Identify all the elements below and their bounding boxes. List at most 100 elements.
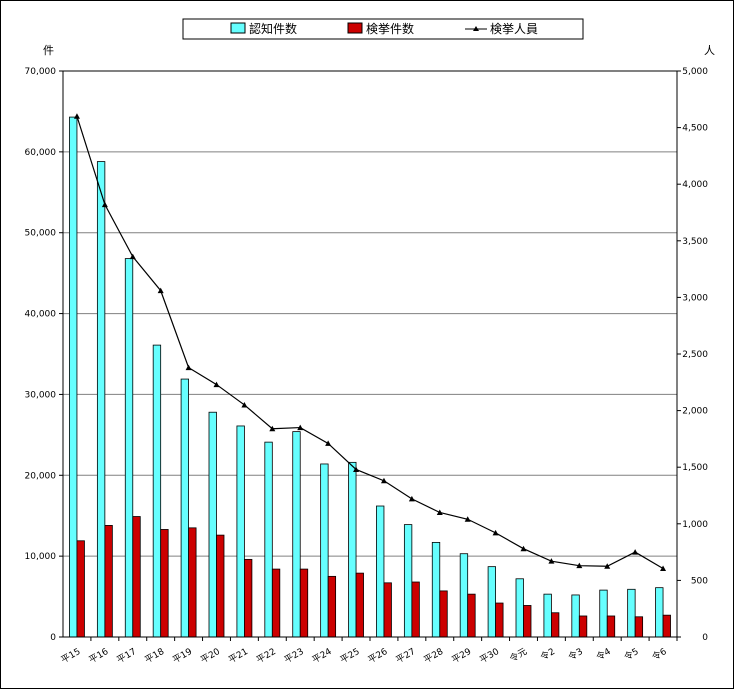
x-tick-label: 平24: [310, 646, 333, 666]
bar-recognized: [655, 587, 664, 638]
point-arrested: [660, 565, 667, 572]
bar-recognized: [292, 431, 301, 638]
legend-swatch-recognized: [230, 22, 246, 34]
bar-cleared: [411, 581, 420, 638]
point-arrested: [632, 549, 639, 555]
point-arrested: [353, 466, 360, 472]
bar-recognized: [599, 589, 608, 638]
bar-cleared: [160, 529, 169, 638]
point-arrested: [408, 495, 415, 502]
x-tick-label: 令元: [507, 645, 529, 664]
bar-cleared: [327, 575, 337, 638]
legend-box: [182, 18, 584, 40]
point-arrested: [241, 401, 248, 408]
plot-area: 0 10,000 20,000 30,000 40,000 50,000 60,000 70,…: [25, 67, 709, 666]
right-tick-label: 3,000: [682, 293, 708, 303]
point-arrested: [380, 477, 387, 484]
right-tick-label: 4,000: [682, 180, 708, 190]
bar-recognized: [264, 441, 273, 638]
bar-recognized: [376, 505, 385, 638]
bar-recognized: [180, 378, 189, 638]
point-arrested: [576, 562, 583, 569]
point-arrested: [185, 364, 192, 371]
x-tick-label: 令6: [650, 645, 669, 663]
bar-cleared: [244, 558, 253, 638]
point-arrested: [297, 424, 304, 431]
point-arrested: [213, 381, 220, 388]
x-tick-label: 平18: [143, 646, 166, 666]
bar-recognized: [152, 344, 162, 638]
x-tick-label: 平26: [366, 646, 389, 666]
bar-recognized: [348, 461, 357, 638]
bar-cleared: [467, 593, 476, 638]
bar-cleared: [299, 568, 309, 638]
x-tick-label: 平28: [422, 646, 445, 666]
line-arrested: [76, 116, 664, 570]
bar-cleared: [523, 605, 532, 638]
left-tick-label: 20,000: [25, 471, 57, 481]
x-tick-label: 平22: [255, 646, 278, 666]
bar-cleared: [634, 616, 644, 638]
bar-cleared: [551, 612, 560, 638]
bar-cleared: [355, 572, 364, 638]
right-tick-label: 0: [702, 633, 708, 643]
point-arrested: [269, 425, 276, 432]
point-arrested: [73, 113, 80, 119]
legend-swatch-cleared: [347, 22, 363, 34]
right-tick-label: 4,500: [682, 124, 708, 134]
right-axis-unit: 人: [704, 44, 715, 57]
bar-cleared: [578, 615, 588, 638]
point-arrested: [604, 563, 611, 569]
legend: 認知件数 検挙件数 検挙人員: [182, 18, 584, 40]
x-tick-label: 令3: [566, 645, 585, 663]
bar-cleared: [662, 614, 671, 638]
bar-recognized: [96, 161, 106, 638]
right-tick-label: 2,500: [682, 350, 708, 360]
bar-cleared: [495, 602, 504, 638]
point-arrested: [492, 529, 499, 536]
left-tick-label: 70,000: [25, 67, 57, 77]
left-tick-label: 0: [50, 633, 56, 643]
point-arrested: [101, 201, 108, 208]
x-tick-label: 平27: [394, 646, 417, 666]
bar-recognized: [208, 411, 217, 638]
x-tick-label: 平16: [87, 646, 110, 666]
point-arrested: [520, 545, 527, 552]
bar-cleared: [188, 527, 197, 638]
legend-marker-arrested: [473, 26, 479, 31]
legend-label-recognized: 認知件数: [249, 21, 297, 36]
x-tick-label: 平19: [171, 646, 194, 666]
bar-recognized: [236, 425, 245, 638]
point-arrested: [157, 287, 164, 294]
bar-cleared: [104, 525, 113, 638]
bar-recognized: [124, 258, 134, 638]
bar-cleared: [76, 540, 85, 638]
bar-recognized: [487, 566, 496, 638]
right-tick-label: 3,500: [682, 237, 708, 247]
x-tick-label: 平30: [478, 646, 501, 666]
x-tick-label: 平23: [283, 646, 306, 666]
x-tick-label: 令4: [594, 645, 613, 663]
right-tick-label: 500: [691, 576, 708, 586]
bar-cleared: [606, 615, 616, 638]
bar-recognized: [627, 588, 636, 638]
bar-recognized: [320, 463, 329, 638]
left-axis-unit: 件: [43, 44, 54, 57]
left-tick-label: 30,000: [25, 390, 57, 400]
x-tick-label: 平20: [199, 646, 222, 666]
bar-cleared: [271, 568, 281, 638]
bar-cleared: [439, 590, 448, 638]
x-tick-label: 令2: [538, 645, 557, 663]
point-arrested: [464, 516, 471, 522]
bar-recognized: [571, 594, 580, 638]
left-tick-label: 50,000: [25, 229, 57, 239]
legend-label-arrested: 検挙人員: [490, 22, 538, 36]
bar-cleared: [383, 582, 392, 638]
bar-cleared: [132, 516, 141, 638]
bar-recognized: [543, 593, 552, 638]
left-tick-label: 40,000: [25, 310, 57, 320]
x-tick-label: 平25: [338, 646, 361, 666]
bar-recognized: [459, 553, 469, 638]
